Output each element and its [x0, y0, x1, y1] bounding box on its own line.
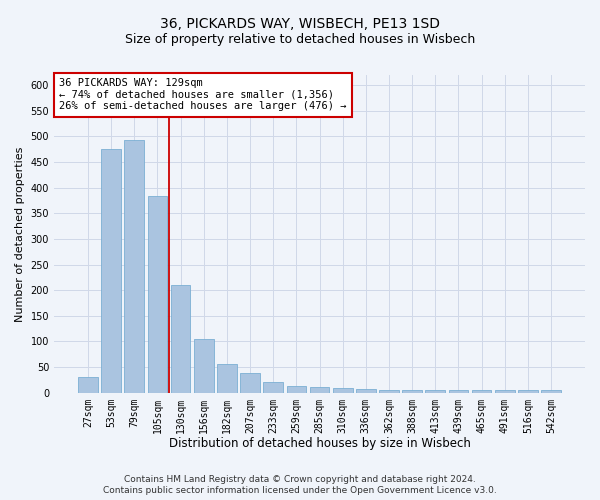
Y-axis label: Number of detached properties: Number of detached properties — [15, 146, 25, 322]
Bar — [171, 285, 190, 393]
Bar — [333, 388, 353, 392]
Bar — [217, 364, 237, 392]
Text: 36, PICKARDS WAY, WISBECH, PE13 1SD: 36, PICKARDS WAY, WISBECH, PE13 1SD — [160, 18, 440, 32]
Bar — [124, 140, 144, 392]
Text: Contains HM Land Registry data © Crown copyright and database right 2024.: Contains HM Land Registry data © Crown c… — [124, 475, 476, 484]
Bar — [518, 390, 538, 392]
Bar — [472, 390, 491, 392]
Text: 36 PICKARDS WAY: 129sqm
← 74% of detached houses are smaller (1,356)
26% of semi: 36 PICKARDS WAY: 129sqm ← 74% of detache… — [59, 78, 347, 112]
Bar — [495, 390, 515, 392]
Bar — [449, 390, 468, 392]
Bar — [541, 390, 561, 392]
Text: Contains public sector information licensed under the Open Government Licence v3: Contains public sector information licen… — [103, 486, 497, 495]
Bar — [310, 386, 329, 392]
Text: Size of property relative to detached houses in Wisbech: Size of property relative to detached ho… — [125, 32, 475, 46]
X-axis label: Distribution of detached houses by size in Wisbech: Distribution of detached houses by size … — [169, 437, 470, 450]
Bar — [356, 388, 376, 392]
Bar — [240, 373, 260, 392]
Bar — [287, 386, 306, 392]
Bar — [78, 378, 98, 392]
Bar — [425, 390, 445, 392]
Bar — [194, 340, 214, 392]
Bar — [402, 390, 422, 392]
Bar — [101, 150, 121, 392]
Bar — [379, 390, 399, 392]
Bar — [263, 382, 283, 392]
Bar — [148, 196, 167, 392]
